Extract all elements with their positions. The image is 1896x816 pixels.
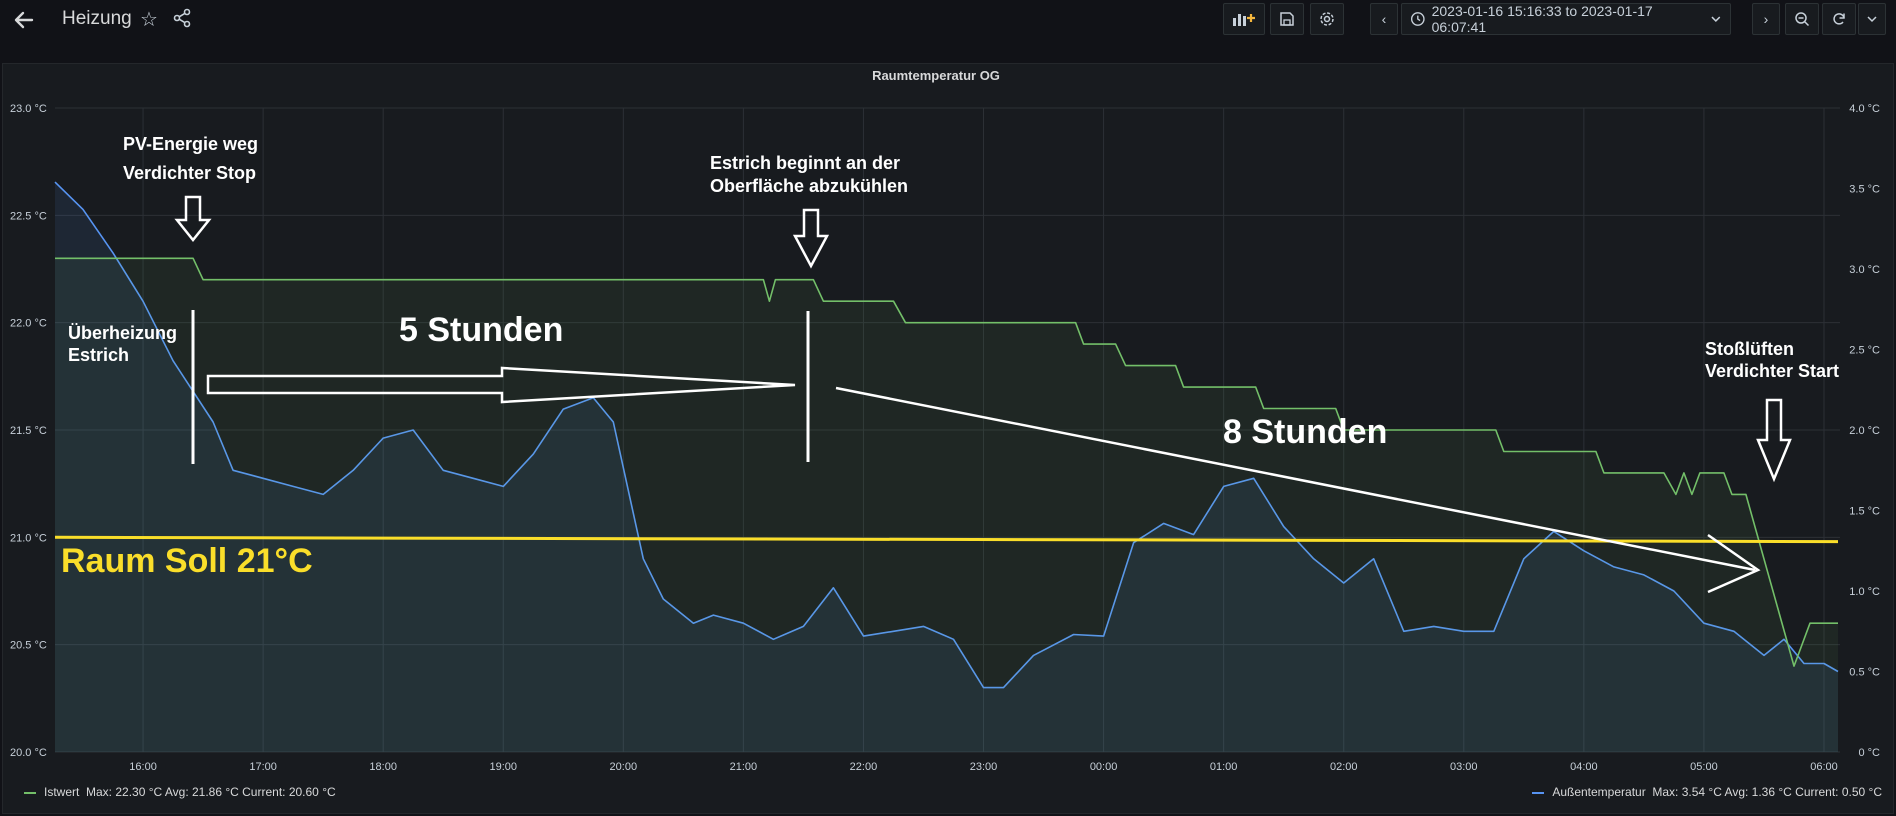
zoom-out-button[interactable] — [1785, 3, 1819, 35]
series-istwert-area — [55, 258, 1838, 752]
save-icon — [1280, 12, 1294, 26]
right-y-tick-label: 3.0 °C — [1849, 264, 1880, 276]
annotation-estrich-line1: Estrich beginnt an der — [710, 153, 900, 173]
clock-icon — [1410, 12, 1425, 26]
right-y-tick-label: 3.5 °C — [1849, 184, 1880, 196]
x-tick-label: 01:00 — [1210, 761, 1238, 773]
x-tick-label: 04:00 — [1570, 761, 1598, 773]
x-tick-label: 22:00 — [850, 761, 878, 773]
right-y-tick-label: 2.0 °C — [1849, 425, 1880, 437]
left-y-tick-label: 20.5 °C — [10, 640, 47, 652]
right-y-tick-label: 4.0 °C — [1849, 103, 1880, 115]
gear-icon — [1320, 12, 1334, 26]
annotation-soll: Raum Soll 21°C — [61, 542, 313, 580]
left-y-tick-label: 22.5 °C — [10, 210, 47, 222]
annotation-pv-line2: Verdichter Stop — [123, 163, 256, 183]
chevron-down-icon — [1867, 16, 1877, 23]
x-tick-label: 19:00 — [489, 761, 517, 773]
x-tick-label: 16:00 — [129, 761, 157, 773]
arrow-down-pv — [174, 195, 212, 243]
share-icon[interactable] — [172, 8, 192, 28]
time-back-button[interactable]: ‹ — [1370, 3, 1398, 35]
x-tick-label: 20:00 — [610, 761, 638, 773]
arrow-down-stoss — [1756, 398, 1792, 483]
x-tick-label: 03:00 — [1450, 761, 1478, 773]
back-arrow-icon[interactable] — [10, 6, 38, 34]
annotations: PV-Energie weg Verdichter Stop Estrich b… — [61, 134, 1839, 580]
dashboard-title[interactable]: Heizung — [62, 8, 132, 29]
annotation-stoss-line1: Stoßlüften — [1705, 339, 1794, 359]
arrow-down-estrich — [792, 208, 830, 269]
annotation-ueber-line1: Überheizung — [68, 323, 177, 343]
annotation-estrich-line2: Oberfläche abzukühlen — [710, 176, 908, 196]
graph-panel — [2, 63, 1894, 814]
legend-aussen[interactable]: Außentemperatur Max: 3.54 °C Avg: 1.36 °… — [1532, 785, 1882, 799]
x-tick-label: 05:00 — [1690, 761, 1718, 773]
x-tick-label: 00:00 — [1090, 761, 1118, 773]
chevron-left-icon: ‹ — [1381, 11, 1387, 27]
x-tick-label: 06:00 — [1810, 761, 1838, 773]
left-y-tick-label: 21.5 °C — [10, 425, 47, 437]
legend-istwert-stats: Max: 22.30 °C Avg: 21.86 °C Current: 20.… — [86, 785, 336, 799]
arrow-eight-hours-shaft — [835, 386, 1756, 572]
arrow-five-hours — [206, 366, 796, 404]
add-panel-button[interactable] — [1223, 3, 1265, 35]
annotation-five-hours: 5 Stunden — [399, 311, 563, 349]
save-dashboard-button[interactable] — [1270, 3, 1304, 35]
annotation-shapes — [174, 195, 1792, 594]
refresh-icon — [1833, 13, 1845, 25]
series-soll-line — [54, 535, 1839, 544]
right-y-tick-label: 0.5 °C — [1849, 667, 1880, 679]
arrow-eight-hours-head — [1707, 533, 1761, 594]
right-y-tick-label: 2.5 °C — [1849, 345, 1880, 357]
legend-istwert[interactable]: Istwert Max: 22.30 °C Avg: 21.86 °C Curr… — [24, 785, 336, 799]
legend-swatch-istwert — [24, 791, 36, 794]
right-y-axis: 0 °C 0.5 °C 1.0 °C 1.5 °C 2.0 °C 2.5 °C 3.0 °C… — [1849, 103, 1880, 759]
legend-aussen-name: Außentemperatur — [1552, 785, 1646, 799]
zoom-out-icon — [1795, 12, 1810, 27]
legend-aussen-stats: Max: 3.54 °C Avg: 1.36 °C Current: 0.50 … — [1652, 785, 1882, 799]
x-tick-label: 17:00 — [249, 761, 277, 773]
panel-title[interactable]: Raumtemperatur OG — [872, 68, 1000, 83]
chevron-right-icon: › — [1763, 11, 1769, 27]
left-y-tick-label: 21.0 °C — [10, 532, 47, 544]
left-y-tick-label: 23.0 °C — [10, 103, 47, 115]
series-layer — [54, 181, 1839, 753]
series-aussentemperatur-line — [54, 181, 1839, 689]
left-y-tick-label: 20.0 °C — [10, 747, 47, 759]
x-tick-label: 02:00 — [1330, 761, 1358, 773]
refresh-interval-dropdown[interactable] — [1858, 3, 1886, 35]
refresh-button[interactable] — [1822, 3, 1856, 35]
right-y-tick-label: 1.0 °C — [1849, 586, 1880, 598]
left-y-axis: 20.0 °C 20.5 °C 21.0 °C 21.5 °C 22.0 °C 22.5 … — [10, 103, 47, 759]
settings-button[interactable] — [1310, 3, 1344, 35]
x-tick-label: 23:00 — [970, 761, 998, 773]
time-range-picker[interactable]: 2023-01-16 15:16:33 to 2023-01-17 06:07:… — [1401, 3, 1731, 35]
x-axis: 16:00 17:00 18:00 19:00 20:00 21:00 22:00 23:00… — [129, 761, 1837, 773]
bar-chart-plus-icon — [1233, 14, 1255, 26]
series-aussentemperatur-area — [55, 182, 1838, 753]
left-y-tick-label: 22.0 °C — [10, 318, 47, 330]
chevron-down-icon — [1711, 16, 1721, 22]
star-icon[interactable]: ☆ — [140, 9, 158, 31]
legend-swatch-aussen — [1532, 791, 1545, 794]
time-forward-button[interactable]: › — [1752, 3, 1780, 35]
annotation-stoss-line2: Verdichter Start — [1705, 361, 1839, 381]
annotation-ueber-line2: Estrich — [68, 345, 129, 365]
x-tick-label: 18:00 — [369, 761, 397, 773]
x-tick-label: 21:00 — [730, 761, 758, 773]
series-istwert-line — [55, 257, 1838, 667]
legend-istwert-name: Istwert — [44, 785, 80, 799]
right-y-tick-label: 0 °C — [1858, 747, 1880, 759]
annotation-pv-line1: PV-Energie weg — [123, 134, 258, 154]
right-y-tick-label: 1.5 °C — [1849, 506, 1880, 518]
time-range-label: 2023-01-16 15:16:33 to 2023-01-17 06:07:… — [1431, 3, 1653, 35]
annotation-eight-hours: 8 Stunden — [1223, 413, 1387, 451]
dashboard-header: Heizung ☆ ‹ 2023-01-16 15:16:33 to 2023-… — [0, 0, 1896, 40]
